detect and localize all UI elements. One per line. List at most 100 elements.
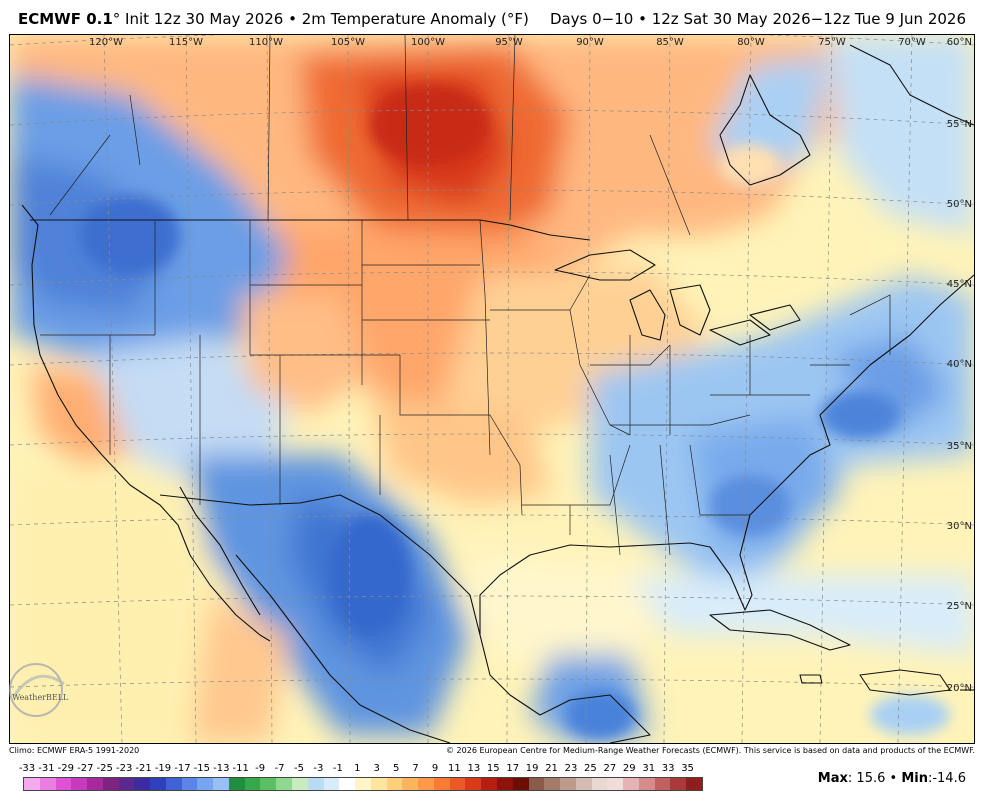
- lat-tick-label: 20°N: [947, 683, 972, 694]
- legend-swatch: [465, 778, 482, 790]
- legend-swatch: [276, 778, 293, 790]
- legend-swatch: [260, 778, 277, 790]
- legend-label: -15: [193, 763, 211, 774]
- legend-swatch: [418, 778, 434, 790]
- lat-tick-label: 60°N: [947, 37, 972, 48]
- legend-swatch: [244, 778, 261, 790]
- legend-swatch: [228, 778, 245, 790]
- legend-label: 7: [412, 763, 419, 774]
- lat-tick-label: 55°N: [947, 119, 972, 130]
- legend-label: -33: [18, 763, 36, 774]
- legend-swatch: [134, 778, 151, 790]
- lat-tick-label: 50°N: [947, 199, 972, 210]
- weatherbell-logo: WeatherBELL: [9, 663, 69, 717]
- lon-tick-label: 105°W: [331, 37, 365, 48]
- legend-swatch: [512, 778, 529, 790]
- legend-labels: -33 -31 -29 -27 -25 -23 -21 -19 -17 -15 -13 -11 -9 -7…: [14, 763, 704, 777]
- legend-label: 11: [448, 763, 461, 774]
- legend-swatch: [55, 778, 72, 790]
- color-legend: -33 -31 -29 -27 -25 -23 -21 -19 -17 -15 -13 -11 -9 -7…: [14, 763, 704, 791]
- legend-swatch: [150, 778, 166, 790]
- state-borders: [40, 35, 891, 556]
- legend-label: -19: [154, 763, 172, 774]
- lat-tick-label: 40°N: [947, 359, 972, 370]
- legend-swatch: [623, 778, 639, 790]
- legend-swatch: [402, 778, 419, 790]
- legend-swatch: [307, 778, 324, 790]
- legend-label: -17: [174, 763, 191, 774]
- lon-tick-label: 70°W: [898, 37, 926, 48]
- legend-swatch: [71, 778, 88, 790]
- legend-label: -7: [274, 763, 285, 774]
- lat-tick-label: 30°N: [947, 521, 972, 532]
- legend-label: -11: [232, 763, 249, 774]
- lat-tick-label: 35°N: [947, 441, 972, 452]
- legend-label: 27: [603, 763, 617, 774]
- legend-label: 15: [486, 763, 500, 774]
- lon-tick-label: 100°W: [411, 37, 445, 48]
- legend-swatch: [528, 778, 545, 790]
- stats-separator: •: [885, 771, 902, 786]
- legend-label: -21: [135, 763, 152, 774]
- lon-tick-label: 115°W: [169, 37, 203, 48]
- lat-tick-label: 45°N: [947, 279, 972, 290]
- logo-text: WeatherBELL: [12, 693, 69, 702]
- legend-swatch: [670, 778, 687, 790]
- degree-mark: °: [112, 10, 121, 28]
- title-details: Init 12z 30 May 2026 • 2m Temperature An…: [120, 10, 529, 28]
- legend-swatch: [181, 778, 198, 790]
- legend-label: -9: [255, 763, 266, 774]
- legend-label: 23: [564, 763, 578, 774]
- legend-label: 29: [622, 763, 636, 774]
- copyright-notice: © 2026 European Centre for Medium-Range …: [446, 746, 975, 755]
- legend-label: -1: [332, 763, 343, 774]
- max-min-stats: Max: 15.6 • Min:-14.6: [818, 771, 966, 786]
- anomaly-detail: [80, 85, 950, 740]
- legend-label: -29: [57, 763, 75, 774]
- legend-swatch: [370, 778, 387, 790]
- legend-label: 1: [354, 763, 361, 774]
- legend-label: 33: [661, 763, 675, 774]
- legend-swatch: [560, 778, 576, 790]
- legend-swatch: [575, 778, 592, 790]
- legend-swatch: [87, 778, 103, 790]
- map-title: ECMWF 0.1° Init 12z 30 May 2026 • 2m Tem…: [18, 10, 529, 28]
- lon-tick-label: 120°W: [89, 37, 123, 48]
- legend-label: -27: [77, 763, 94, 774]
- max-label: Max: [817, 771, 848, 786]
- legend-label: 31: [642, 763, 656, 774]
- legend-label: 35: [681, 763, 694, 774]
- model-name: ECMWF 0.1: [18, 10, 113, 28]
- lat-tick-label: 25°N: [947, 601, 972, 612]
- legend-swatch: [292, 778, 308, 790]
- legend-swatch: [102, 778, 119, 790]
- max-value: : 15.6: [847, 771, 886, 786]
- min-value: :-14.6: [927, 771, 966, 786]
- legend-swatch: [355, 778, 371, 790]
- legend-swatch: [496, 778, 513, 790]
- legend-swatch: [24, 778, 40, 790]
- country-borders: [21, 44, 974, 743]
- lon-tick-label: 80°W: [737, 37, 765, 48]
- legend-label: -23: [115, 763, 133, 774]
- lon-tick-label: 90°W: [576, 37, 604, 48]
- legend-label: 17: [506, 763, 520, 774]
- legend-label: -25: [96, 763, 113, 774]
- legend-label: 21: [545, 763, 558, 774]
- temperature-anomaly-map: 120°W 115°W 110°W 105°W 100°W 95°W 90°W 85°W 80°…: [9, 34, 975, 744]
- legend-label: -13: [213, 763, 230, 774]
- lon-tick-label: 85°W: [656, 37, 684, 48]
- graticule-lines: [10, 35, 974, 743]
- legend-swatch: [686, 778, 702, 790]
- legend-swatch: [323, 778, 340, 790]
- lon-tick-label: 110°W: [249, 37, 283, 48]
- legend-label: 25: [584, 763, 597, 774]
- legend-swatch: [607, 778, 624, 790]
- legend-label: 19: [525, 763, 539, 774]
- legend-label: 13: [467, 763, 481, 774]
- valid-period: Days 0−10 • 12z Sat 30 May 2026−12z Tue …: [549, 10, 966, 28]
- legend-swatch: [118, 778, 135, 790]
- legend-swatch: [481, 778, 497, 790]
- legend-label: 3: [373, 763, 380, 774]
- legend-swatch: [638, 778, 655, 790]
